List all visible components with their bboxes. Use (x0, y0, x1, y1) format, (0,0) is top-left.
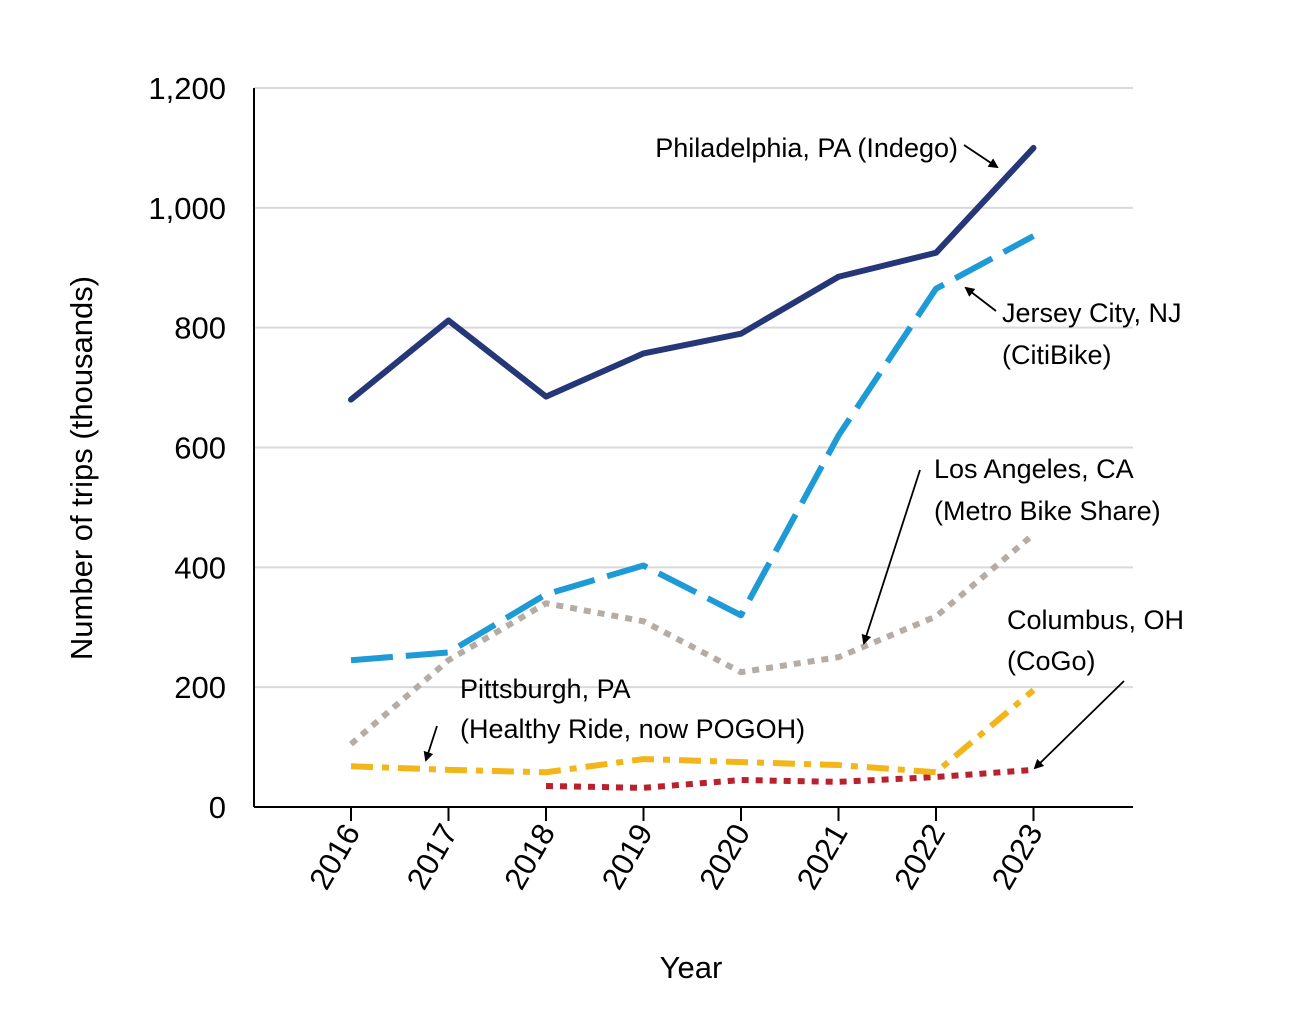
x-tick-label: 2021 (790, 818, 855, 895)
y-tick-label: 200 (174, 670, 226, 705)
annotation-philadelphia-arrow (963, 144, 999, 169)
x-axis-ticks (350, 807, 1035, 821)
x-axis-title: Year (660, 950, 723, 985)
x-tick-label: 2019 (595, 818, 660, 895)
x-axis-tick-labels: 2016 2017 2018 2019 2020 2021 2022 2023 (302, 818, 1049, 895)
y-tick-label: 800 (174, 311, 226, 346)
annotation-philadelphia-line-1: Philadelphia, PA (Indego) (655, 133, 958, 163)
annotation-los-angeles-line-2: (Metro Bike Share) (934, 496, 1161, 526)
x-tick-label: 2023 (985, 818, 1050, 895)
y-tick-label: 0 (209, 790, 226, 825)
annotation-columbus-arrow (1033, 680, 1125, 770)
annotation-pittsburgh-arrow (423, 725, 438, 762)
annotation-jersey-city-line-1: Jersey City, NJ (1002, 298, 1182, 328)
y-axis-title: Number of trips (thousands) (64, 276, 99, 660)
annotation-jersey-city-arrow (964, 286, 997, 312)
x-tick-label: 2022 (887, 818, 952, 895)
series-lines (348, 144, 1037, 791)
y-axis-tick-labels: 0 200 400 600 800 1,000 1,200 (148, 71, 226, 825)
annotation-pittsburgh: Pittsburgh, PA (Healthy Ride, now POGOH) (423, 674, 805, 762)
y-tick-label: 400 (174, 550, 226, 585)
series-line-4 (545, 766, 1034, 791)
x-tick-label: 2017 (400, 818, 465, 895)
x-tick-label: 2016 (302, 818, 367, 895)
annotation-pittsburgh-line-2: (Healthy Ride, now POGOH) (460, 714, 805, 744)
annotation-columbus: Columbus, OH (CoGo) (1007, 605, 1184, 770)
annotation-los-angeles-line-1: Los Angeles, CA (934, 454, 1134, 484)
annotation-los-angeles-arrow (861, 469, 921, 645)
series-line-2 (349, 532, 1036, 747)
annotation-columbus-line-2: (CoGo) (1007, 646, 1096, 676)
annotation-jersey-city-line-2: (CitiBike) (1002, 340, 1112, 370)
annotation-philadelphia: Philadelphia, PA (Indego) (655, 133, 999, 169)
gridlines (254, 87, 1133, 689)
series-line-3 (350, 687, 1036, 776)
annotation-los-angeles: Los Angeles, CA (Metro Bike Share) (861, 454, 1161, 645)
annotation-columbus-line-1: Columbus, OH (1007, 605, 1184, 635)
series-line-1 (350, 233, 1035, 664)
x-tick-label: 2018 (497, 818, 562, 895)
y-tick-label: 1,200 (148, 71, 226, 106)
y-tick-label: 1,000 (148, 191, 226, 226)
y-tick-label: 600 (174, 431, 226, 466)
annotation-pittsburgh-line-1: Pittsburgh, PA (460, 674, 631, 704)
annotation-jersey-city: Jersey City, NJ (CitiBike) (964, 286, 1182, 370)
x-tick-label: 2020 (692, 818, 757, 895)
series-line-0 (348, 144, 1037, 403)
